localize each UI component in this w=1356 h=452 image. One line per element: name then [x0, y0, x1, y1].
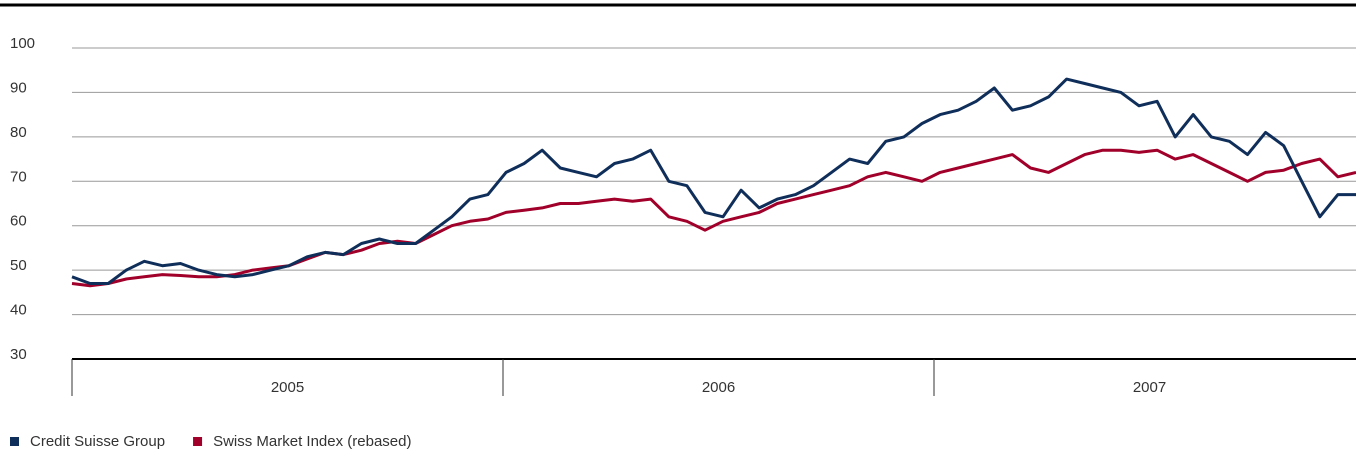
- x-tick-label: 2006: [702, 379, 735, 396]
- legend-label: Credit Suisse Group: [30, 433, 165, 450]
- y-tick-label: 60: [10, 213, 27, 230]
- series-line: [71, 148, 1356, 288]
- legend-swatch: [10, 437, 19, 446]
- y-tick-label: 30: [10, 346, 27, 363]
- series-line: [71, 77, 1356, 285]
- y-tick-label: 50: [10, 257, 27, 274]
- y-tick-label: 40: [10, 302, 27, 319]
- y-tick-label: 100: [10, 35, 35, 52]
- y-tick-label: 80: [10, 124, 27, 141]
- legend-label: Swiss Market Index (rebased): [213, 433, 411, 450]
- x-tick-label: 2005: [271, 379, 304, 396]
- x-tick-label: 2007: [1133, 379, 1166, 396]
- y-tick-label: 70: [10, 168, 27, 185]
- y-tick-label: 90: [10, 79, 27, 96]
- legend-swatch: [193, 437, 203, 446]
